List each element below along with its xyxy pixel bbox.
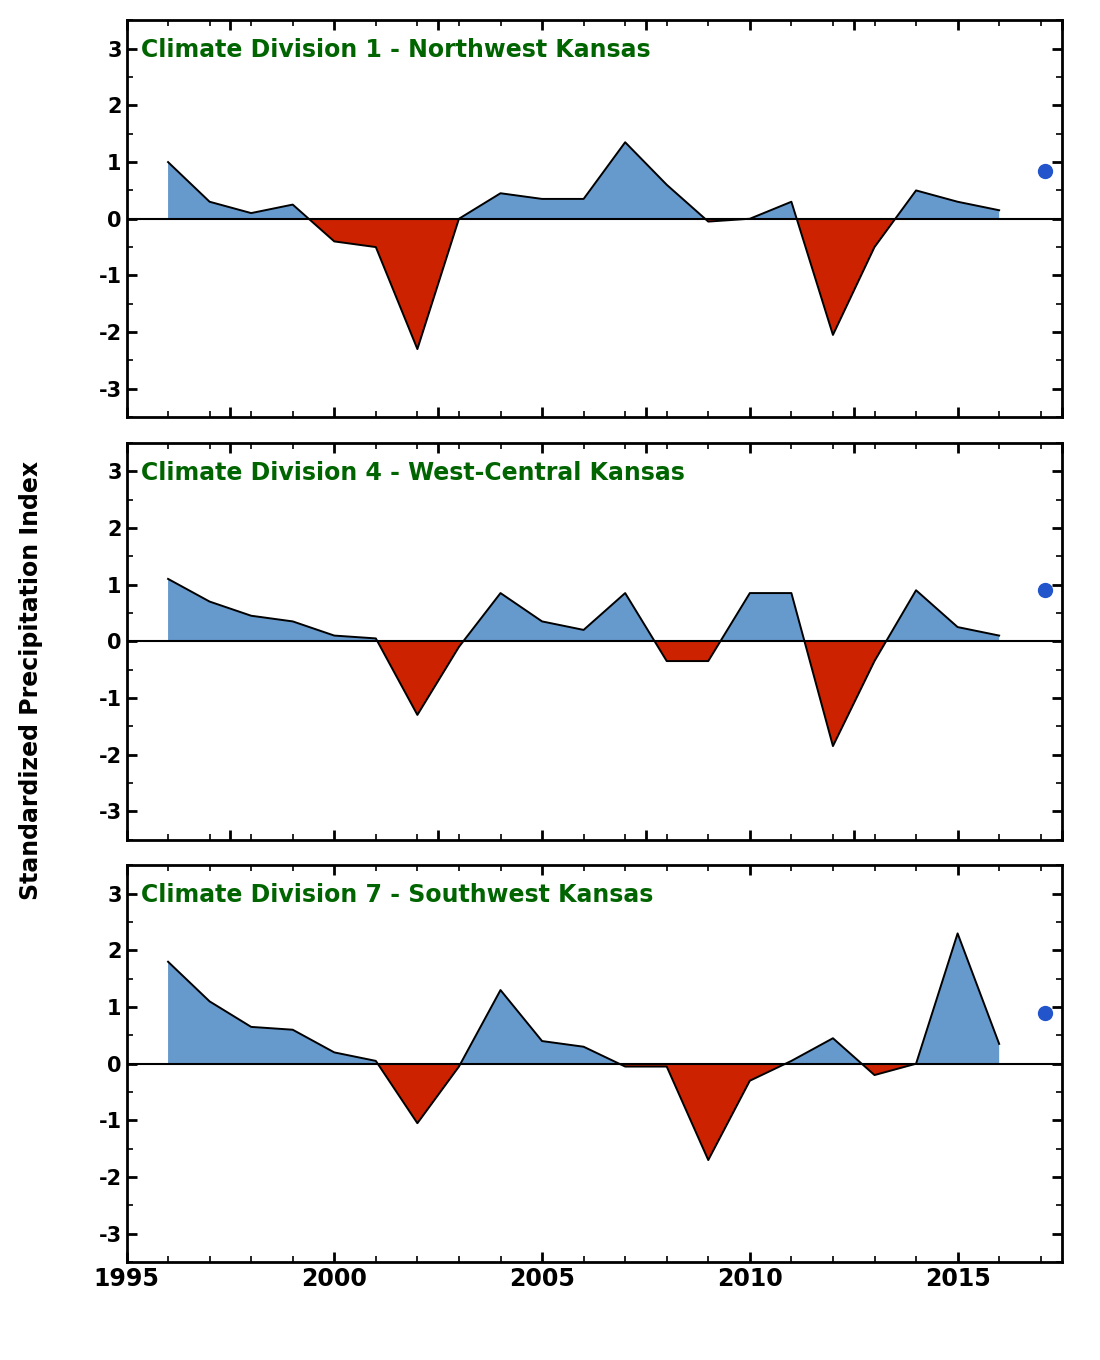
Text: Standardized Precipitation Index: Standardized Precipitation Index <box>19 461 43 899</box>
Text: Climate Division 4 - West-Central Kansas: Climate Division 4 - West-Central Kansas <box>141 461 684 484</box>
Text: Climate Division 7 - Southwest Kansas: Climate Division 7 - Southwest Kansas <box>141 883 653 907</box>
Text: Climate Division 1 - Northwest Kansas: Climate Division 1 - Northwest Kansas <box>141 38 650 63</box>
